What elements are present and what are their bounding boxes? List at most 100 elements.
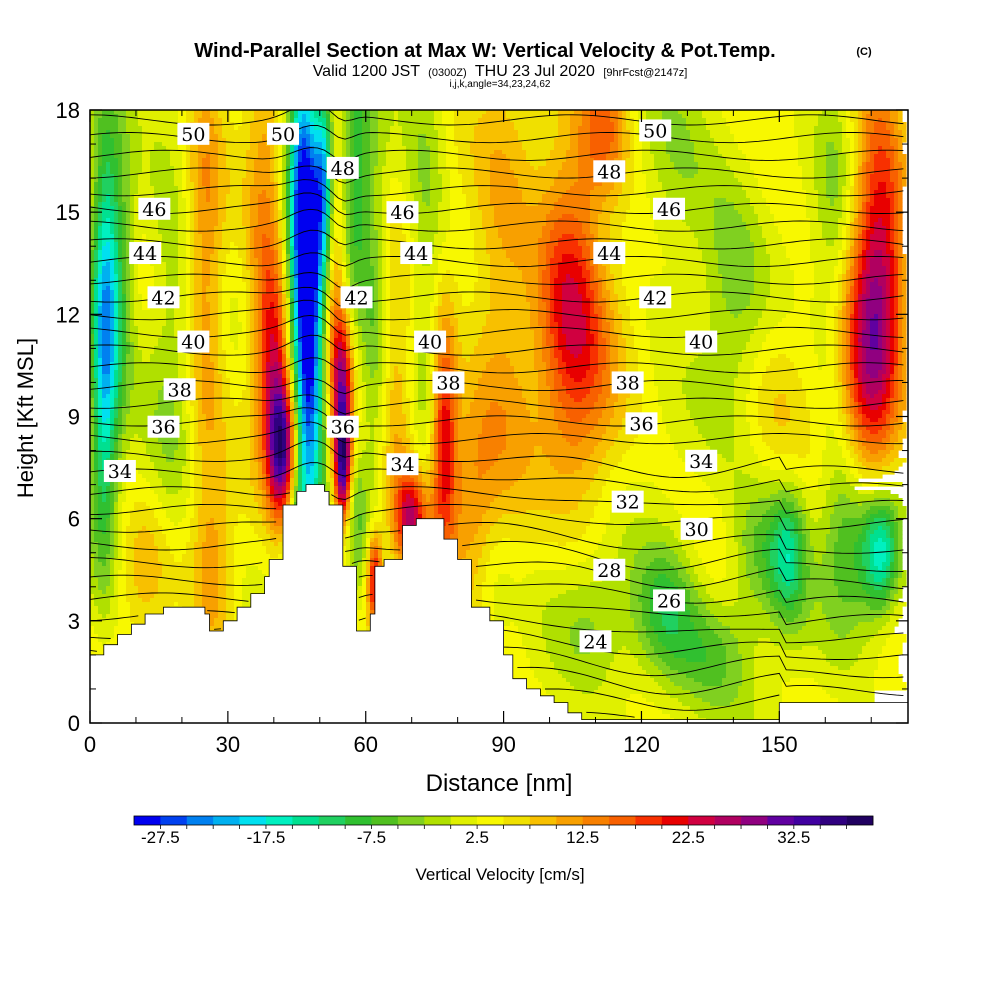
velocity-cell	[634, 190, 647, 195]
velocity-cell	[814, 138, 843, 143]
velocity-cell	[334, 238, 339, 243]
velocity-cell	[190, 242, 195, 247]
velocity-cell	[890, 246, 895, 251]
velocity-cell	[662, 250, 703, 255]
velocity-cell	[402, 230, 411, 235]
velocity-cell	[894, 158, 899, 163]
velocity-cell	[322, 226, 327, 231]
velocity-cell	[394, 122, 399, 127]
velocity-cell	[886, 286, 891, 291]
velocity-cell	[326, 118, 331, 123]
velocity-cell	[758, 322, 779, 327]
velocity-cell	[326, 258, 331, 263]
velocity-cell	[370, 222, 375, 227]
velocity-cell	[134, 218, 159, 223]
velocity-cell	[290, 178, 295, 183]
velocity-cell	[594, 338, 599, 343]
velocity-cell	[250, 294, 255, 299]
velocity-cell	[410, 186, 423, 191]
velocity-cell	[386, 278, 391, 283]
velocity-cell	[898, 110, 903, 115]
velocity-cell	[710, 130, 731, 135]
velocity-cell	[874, 190, 887, 195]
velocity-cell	[218, 170, 231, 175]
velocity-cell	[342, 122, 347, 127]
velocity-cell	[434, 294, 439, 299]
velocity-cell	[890, 306, 895, 311]
velocity-cell	[902, 274, 907, 279]
velocity-cell	[286, 242, 291, 247]
velocity-cell	[102, 314, 111, 319]
velocity-cell	[98, 214, 103, 219]
velocity-cell	[842, 202, 847, 207]
velocity-cell	[354, 206, 363, 211]
velocity-cell	[322, 186, 327, 191]
velocity-cell	[814, 174, 827, 179]
velocity-cell	[290, 174, 295, 179]
velocity-cell	[618, 150, 623, 155]
velocity-cell	[634, 142, 643, 147]
velocity-cell	[530, 318, 539, 323]
velocity-cell	[586, 290, 595, 295]
velocity-cell	[298, 198, 323, 203]
velocity-cell	[754, 262, 771, 267]
velocity-cell	[382, 314, 387, 319]
velocity-cell	[842, 186, 851, 191]
velocity-cell	[874, 154, 887, 159]
velocity-cell	[810, 318, 827, 323]
velocity-cell	[890, 170, 899, 175]
velocity-cell	[250, 302, 255, 307]
velocity-cell	[118, 326, 123, 331]
velocity-cell	[410, 230, 419, 235]
velocity-cell	[190, 302, 195, 307]
velocity-cell	[846, 306, 851, 311]
velocity-cell	[138, 282, 155, 287]
velocity-cell	[274, 198, 279, 203]
velocity-cell	[522, 190, 547, 195]
velocity-cell	[114, 198, 119, 203]
velocity-cell	[486, 110, 507, 115]
velocity-cell	[390, 298, 411, 303]
velocity-cell	[266, 318, 279, 323]
velocity-cell	[354, 226, 363, 231]
velocity-cell	[598, 298, 607, 303]
velocity-cell	[350, 182, 355, 187]
velocity-cell	[902, 162, 907, 167]
velocity-cell	[330, 322, 335, 327]
velocity-cell	[550, 274, 559, 279]
velocity-cell	[130, 138, 143, 143]
velocity-cell	[198, 154, 207, 159]
velocity-cell	[194, 234, 203, 239]
velocity-cell	[870, 226, 875, 231]
velocity-cell	[854, 266, 859, 271]
velocity-cell	[318, 290, 323, 295]
velocity-cell	[354, 278, 375, 283]
velocity-cell	[370, 114, 379, 119]
velocity-cell	[878, 150, 887, 155]
velocity-cell	[126, 310, 131, 315]
velocity-cell	[110, 274, 115, 279]
velocity-cell	[414, 290, 435, 295]
velocity-cell	[318, 318, 323, 323]
velocity-cell	[434, 306, 439, 311]
velocity-cell	[838, 186, 843, 191]
velocity-cell	[618, 134, 623, 139]
velocity-cell	[246, 310, 251, 315]
velocity-cell	[222, 342, 235, 347]
velocity-cell	[90, 114, 95, 119]
velocity-cell	[826, 170, 839, 175]
velocity-cell	[846, 214, 851, 219]
velocity-cell	[770, 274, 795, 279]
velocity-cell	[386, 318, 391, 323]
velocity-cell	[290, 198, 295, 203]
velocity-cell	[114, 242, 119, 247]
velocity-cell	[370, 178, 375, 183]
velocity-cell	[218, 318, 223, 323]
velocity-cell	[182, 174, 187, 179]
velocity-cell	[826, 178, 839, 183]
velocity-cell	[890, 142, 899, 147]
velocity-cell	[558, 262, 579, 267]
velocity-cell	[630, 154, 635, 159]
velocity-cell	[126, 202, 131, 207]
velocity-cell	[694, 230, 715, 235]
